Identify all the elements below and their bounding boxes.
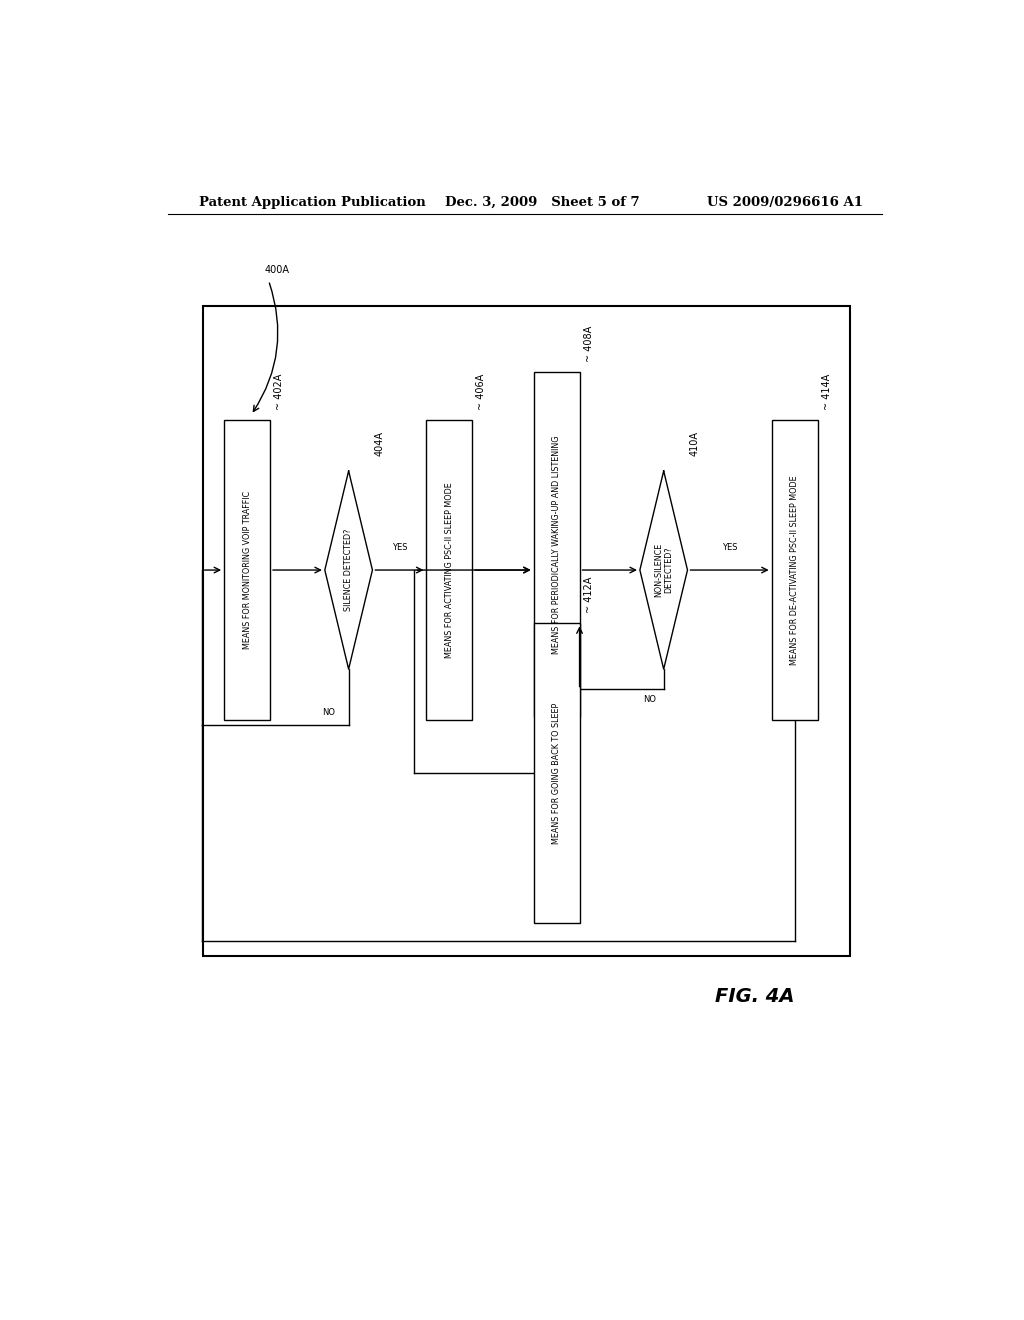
Bar <box>426 420 472 719</box>
Text: YES: YES <box>391 543 408 552</box>
Text: Patent Application Publication: Patent Application Publication <box>200 195 426 209</box>
Text: NO: NO <box>323 708 335 717</box>
Polygon shape <box>640 471 687 669</box>
Text: ~ 412A: ~ 412A <box>584 577 594 614</box>
Bar <box>534 372 580 718</box>
Text: MEANS FOR MONITORING VOIP TRAFFIC: MEANS FOR MONITORING VOIP TRAFFIC <box>243 491 252 649</box>
Text: 410A: 410A <box>690 430 699 455</box>
Bar <box>224 420 270 719</box>
Text: NO: NO <box>643 694 656 704</box>
Text: MEANS FOR PERIODICALLY WAKING-UP AND LISTENING: MEANS FOR PERIODICALLY WAKING-UP AND LIS… <box>552 436 561 653</box>
Text: MEANS FOR GOING BACK TO SLEEP: MEANS FOR GOING BACK TO SLEEP <box>552 702 561 843</box>
Text: FIG. 4A: FIG. 4A <box>715 987 795 1006</box>
Text: MEANS FOR DE-ACTIVATING PSC-II SLEEP MODE: MEANS FOR DE-ACTIVATING PSC-II SLEEP MOD… <box>791 475 799 665</box>
Text: 404A: 404A <box>375 430 385 455</box>
Text: ~ 414A: ~ 414A <box>821 374 831 411</box>
Text: ~ 402A: ~ 402A <box>274 374 284 411</box>
Polygon shape <box>325 471 373 669</box>
Bar <box>534 623 580 923</box>
Bar <box>772 420 817 719</box>
Bar <box>204 306 850 956</box>
Text: Dec. 3, 2009   Sheet 5 of 7: Dec. 3, 2009 Sheet 5 of 7 <box>445 195 640 209</box>
Text: YES: YES <box>722 543 737 552</box>
Text: 400A: 400A <box>264 265 290 276</box>
Text: SILENCE DETECTED?: SILENCE DETECTED? <box>344 529 353 611</box>
Text: NON-SILENCE
DETECTED?: NON-SILENCE DETECTED? <box>654 543 674 597</box>
Text: ~ 406A: ~ 406A <box>476 374 486 411</box>
Text: ~ 408A: ~ 408A <box>584 326 594 362</box>
Text: MEANS FOR ACTIVATING PSC-II SLEEP MODE: MEANS FOR ACTIVATING PSC-II SLEEP MODE <box>444 482 454 657</box>
Text: US 2009/0296616 A1: US 2009/0296616 A1 <box>708 195 863 209</box>
